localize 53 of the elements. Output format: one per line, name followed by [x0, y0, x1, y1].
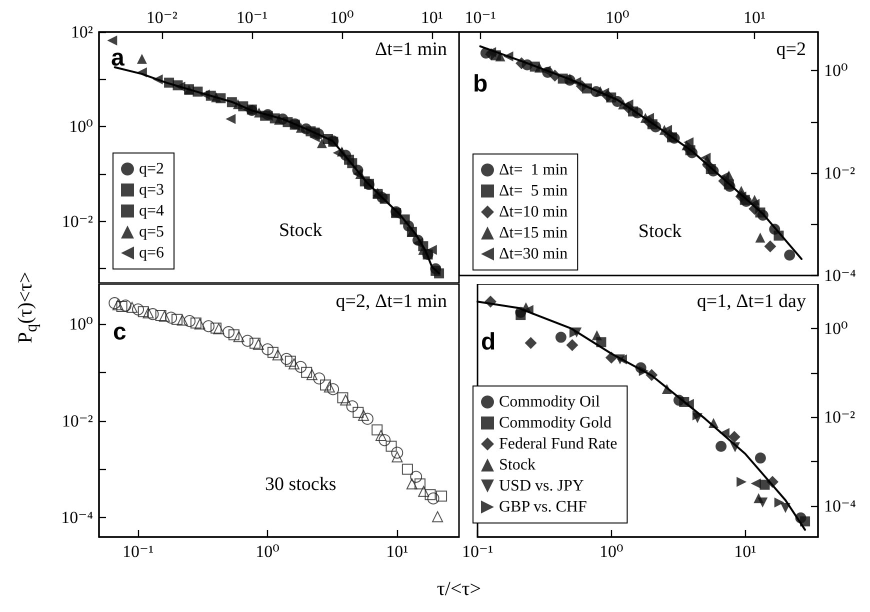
x-tick-label: 10⁰	[256, 542, 280, 561]
x-tick-label: 10¹	[420, 8, 443, 27]
x-tick-label: 10⁰	[599, 542, 624, 561]
legend-label: GBP vs. CHF	[499, 498, 587, 516]
legend-label: Δt= 1 min	[499, 162, 568, 178]
annotation: b	[473, 70, 488, 98]
x-tick-label: 10⁻¹	[236, 8, 268, 27]
annotation: c	[113, 318, 126, 346]
y-tick-label: 10⁰	[69, 117, 94, 136]
legend-label: Federal Fund Rate	[499, 436, 618, 452]
y-tick-label: 10⁰	[824, 318, 848, 338]
y-tick-label: 10⁻⁴	[824, 266, 856, 285]
x-tick-label: 10⁻¹	[464, 8, 496, 27]
legend-label: q=4	[139, 202, 164, 220]
legend-label: USD vs. JPY	[499, 478, 584, 494]
y-tick-label: 10⁻²	[824, 408, 856, 427]
x-tick-label: 10⁰	[330, 8, 354, 27]
x-tick-label: 10¹	[386, 542, 408, 561]
legend-label: Δt=30 min	[499, 246, 568, 262]
legend-label: q=6	[139, 244, 164, 262]
annotation: q=1, Δt=1 day	[696, 291, 806, 312]
x-tick-label: 10⁻¹	[462, 542, 494, 561]
legend-label: Δt= 5 min	[499, 182, 568, 200]
x-tick-label: 10⁻¹	[122, 542, 154, 561]
annotation: 30 stocks	[264, 474, 336, 495]
annotation: Stock	[278, 220, 323, 241]
y-tick-label: 10⁻²	[62, 411, 93, 430]
legend-label: Δt=10 min	[499, 204, 568, 220]
legend-label: q=5	[139, 224, 164, 240]
legend-label: Stock	[499, 456, 536, 474]
x-tick-label: 10⁻²	[146, 8, 178, 27]
y-tick-label: 10⁻⁴	[824, 496, 856, 516]
annotation: Δt=1 min	[374, 39, 448, 60]
annotation: Stock	[638, 221, 682, 242]
y-tick-label: 10⁻⁴	[61, 508, 94, 528]
annotation: q=2, Δt=1 min	[336, 291, 448, 312]
legend-label: Δt=15 min	[499, 224, 568, 242]
annotation: q=2	[776, 39, 806, 60]
x-tick-label: 10¹	[734, 542, 756, 561]
y-tick-label: 10⁰	[69, 314, 94, 334]
x-tick-label: 10¹	[744, 8, 766, 27]
y-tick-label: 10²	[70, 22, 93, 42]
legend-label: q=2	[139, 160, 164, 178]
legend-label: Commodity Gold	[499, 414, 612, 432]
x-axis-title: τ/<τ>	[436, 578, 482, 601]
annotation: a	[111, 44, 125, 72]
x-tick-label: 10⁰	[605, 8, 630, 27]
y-tick-label: 10⁰	[824, 61, 848, 80]
y-tick-label: 10⁻²	[824, 164, 856, 183]
legend-label: Commodity Oil	[499, 394, 600, 410]
y-tick-label: 10⁻²	[62, 212, 93, 231]
annotation: d	[481, 328, 496, 356]
legend-label: q=3	[139, 182, 164, 198]
